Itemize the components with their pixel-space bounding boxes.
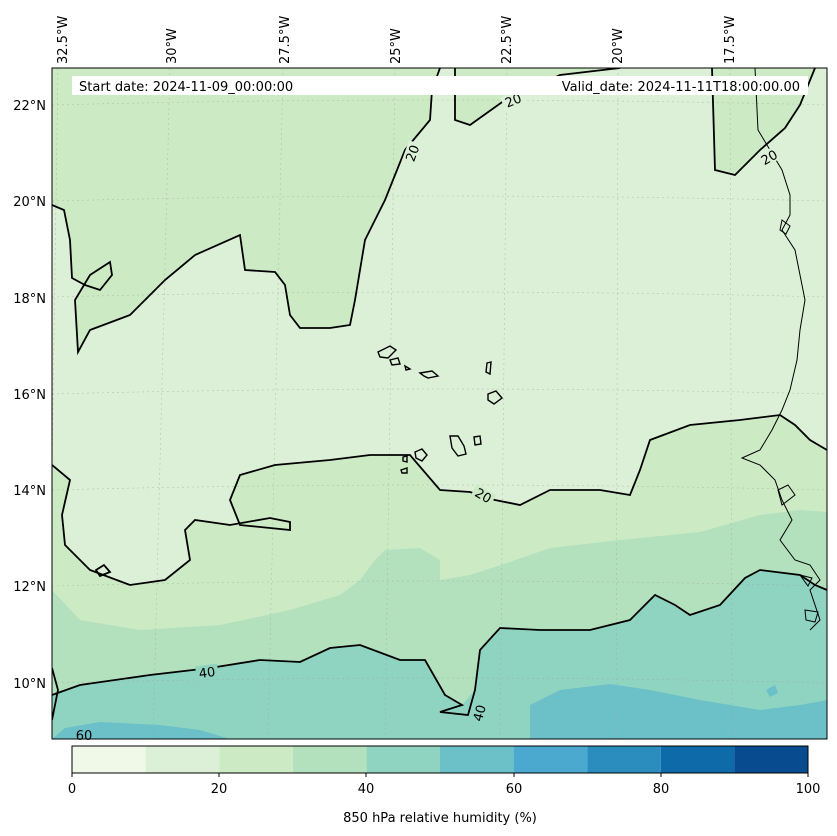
- island-sao-vicente: [389, 357, 401, 366]
- island-santiago: [449, 435, 467, 457]
- colorbar-segment: [734, 746, 808, 773]
- contour-20-north-west: [52, 68, 441, 356]
- colorbar-tick-label: 60: [506, 782, 523, 797]
- colorbar-tick-label: 80: [653, 782, 670, 797]
- colorbar: [72, 746, 808, 773]
- contour-label: 20: [759, 148, 781, 169]
- contour-label-bg: [755, 145, 783, 169]
- island-tiny: [400, 467, 408, 474]
- contour-label-bg: [469, 484, 497, 508]
- lon-label: 30°W: [165, 28, 180, 64]
- lon-label: 27.5°W: [278, 16, 293, 64]
- start-date-label: Start date: 2024-11-09_00:00:00: [79, 80, 293, 95]
- colorbar-segment: [292, 746, 367, 773]
- lat-label: 12°N: [13, 580, 46, 595]
- island-santo-antao: [377, 345, 398, 359]
- lon-label: 22.5°W: [500, 16, 515, 64]
- africa-coast-detail-a: [777, 484, 796, 506]
- humidity-field: [52, 68, 827, 739]
- colorbar-segment: [366, 746, 440, 773]
- contour-label-bg: [401, 140, 423, 166]
- colorbar-segment: [440, 746, 514, 773]
- contour-label: 20: [404, 143, 424, 164]
- lat-label: 14°N: [13, 484, 46, 499]
- island-fogo: [414, 448, 428, 462]
- contour-lines: [52, 68, 827, 721]
- coastlines: [377, 68, 821, 631]
- contour-20-north-east: [454, 68, 621, 126]
- lon-label: 32.5°W: [56, 16, 71, 64]
- colorbar-tick-label: 20: [211, 782, 228, 797]
- lat-label: 22°N: [13, 99, 46, 114]
- contour-40: [52, 569, 827, 716]
- latitude-labels: 22°N 20°N 18°N 16°N 14°N 12°N 10°N: [13, 99, 46, 692]
- contour-label: 40: [471, 703, 490, 723]
- colorbar-segment: [513, 746, 588, 773]
- lat-label: 18°N: [13, 292, 46, 307]
- band-20-30-north-west: [52, 68, 440, 352]
- colorbar-border: [71, 745, 809, 774]
- contour-label-bg: [469, 700, 489, 726]
- colorbar-title: 850 hPa relative humidity (%): [343, 811, 537, 826]
- band-50-60-south-east: [530, 684, 827, 739]
- colorbar-segment: [660, 746, 735, 773]
- colorbar-tick-label: 40: [358, 782, 375, 797]
- contour-label: 60: [76, 729, 93, 744]
- island-santa-luzia: [403, 364, 412, 371]
- contour-label: 20: [503, 91, 524, 111]
- lat-label: 16°N: [13, 388, 46, 403]
- africa-coast-detail-d: [779, 219, 791, 235]
- info-bar: [72, 76, 808, 95]
- africa-coast-detail-b: [798, 574, 813, 587]
- contour-label: 40: [198, 665, 216, 682]
- colorbar-ticks: 0 20 40 60 80 100: [68, 773, 821, 797]
- band-50-60-small-patch: [766, 685, 778, 697]
- africa-coastline: [740, 68, 821, 631]
- contour-20-south: [52, 414, 827, 586]
- island-boa-vista: [487, 390, 504, 405]
- island-maio: [473, 435, 482, 446]
- contour-60: [52, 667, 59, 721]
- map-border: [51, 67, 828, 740]
- graticule: [52, 68, 827, 739]
- lon-label: 20°W: [611, 28, 626, 64]
- contour-20-islet: [94, 563, 112, 578]
- contour-label-bg: [195, 663, 219, 681]
- island-sal: [485, 361, 492, 376]
- colorbar-segment: [219, 746, 293, 773]
- island-sao-nicolau: [418, 370, 440, 379]
- contour-label: 20: [472, 486, 494, 507]
- band-50-60-south-west: [52, 722, 230, 739]
- colorbar-tick-label: 0: [68, 782, 76, 797]
- lat-label: 10°N: [13, 677, 46, 692]
- africa-coast-detail-c: [804, 609, 819, 623]
- island-brava: [402, 455, 408, 463]
- lon-label: 25°W: [389, 28, 404, 64]
- lat-label: 20°N: [13, 195, 46, 210]
- colorbar-segment: [587, 746, 661, 773]
- contour-20-ne-corner: [711, 68, 816, 176]
- valid-date-label: Valid_date: 2024-11-11T18:00:00.00: [562, 80, 800, 95]
- colorbar-tick-label: 100: [796, 782, 821, 797]
- longitude-labels: 32.5°W 30°W 27.5°W 25°W 22.5°W 20°W 17.5…: [56, 16, 738, 64]
- colorbar-segment: [145, 746, 220, 773]
- colorbar-segment: [72, 746, 146, 773]
- lon-label: 17.5°W: [723, 16, 738, 64]
